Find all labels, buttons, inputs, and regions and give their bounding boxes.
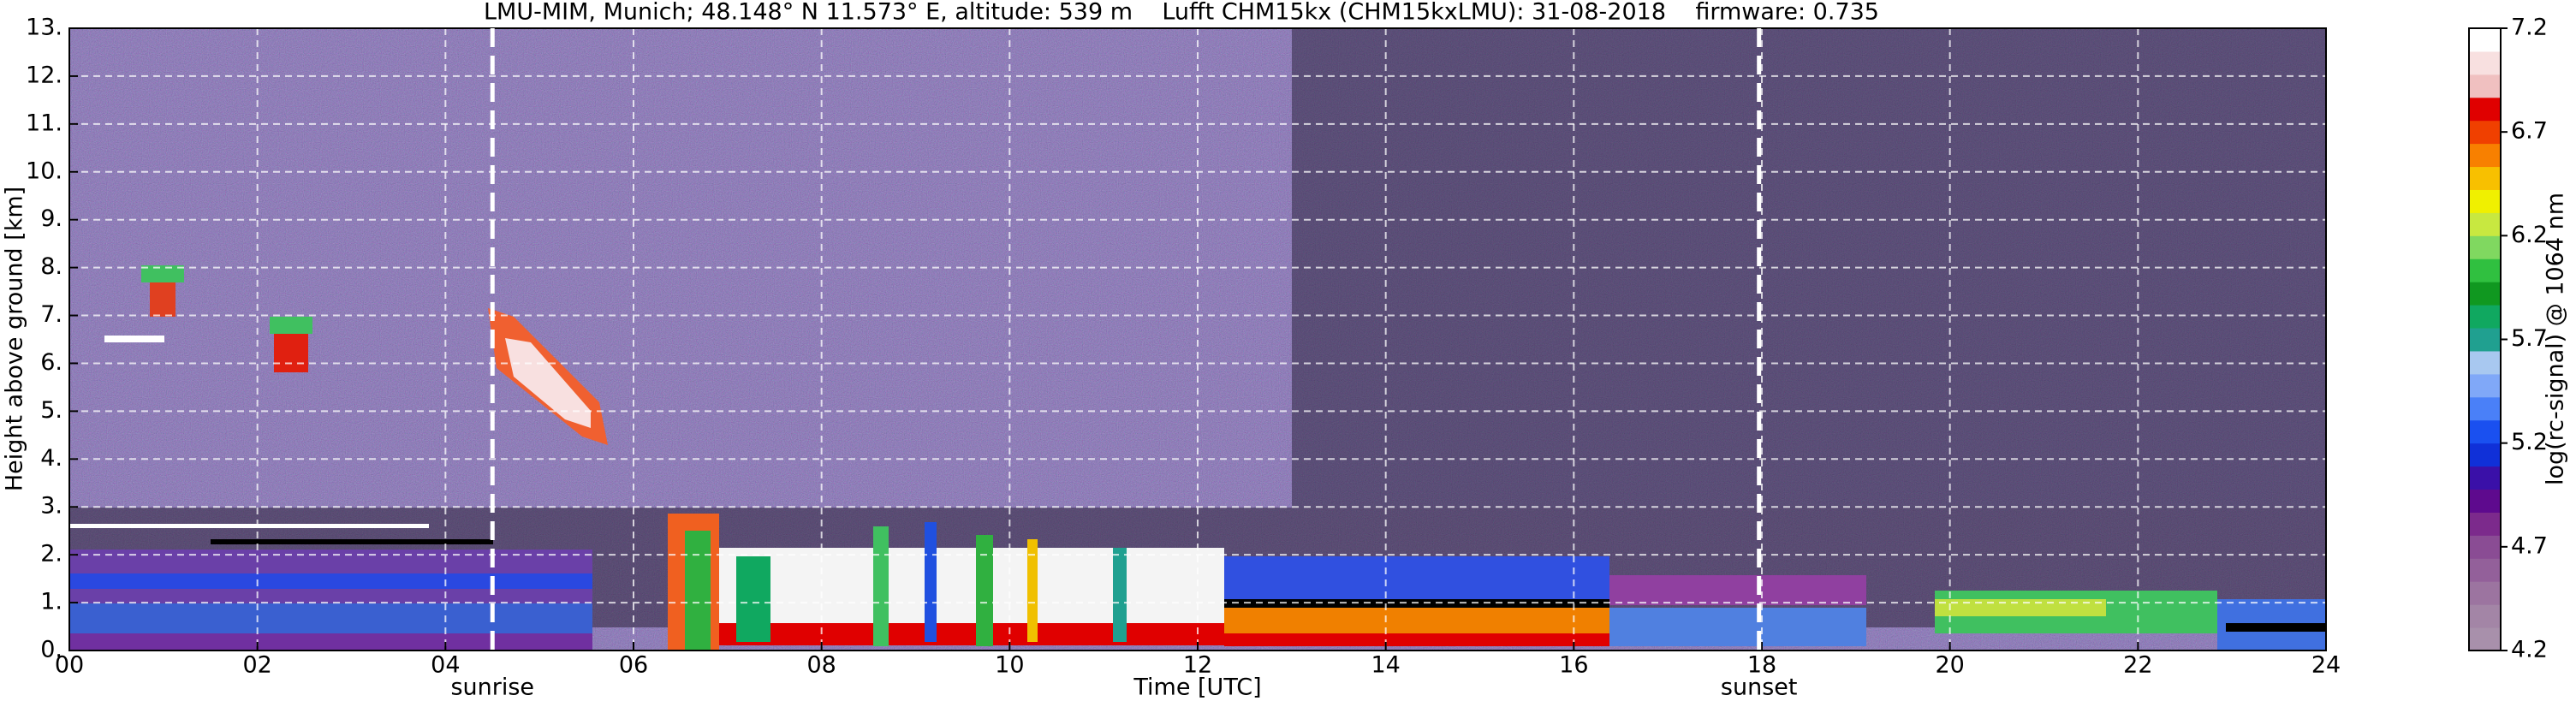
chart-layer: 0. 1. 2. 3. 4. 5. 6. 7. 8. 9. 10. 11. 12. 13. 00 02 04 06… [26, 15, 2548, 701]
y-tick-label: 1. [40, 589, 62, 615]
y-tick-label: 6. [40, 349, 62, 376]
x-tick-label: 18 [1747, 652, 1776, 679]
colorbar-tick-label: 6.7 [2511, 118, 2548, 145]
y-tick-label: 11. [26, 110, 62, 136]
x-tick-label: 16 [1559, 652, 1588, 679]
colorbar-swatch [2469, 282, 2501, 306]
colorbar-swatch [2469, 535, 2501, 559]
colorbar-tick-label: 4.2 [2511, 637, 2548, 663]
y-tick-label: 10. [26, 157, 62, 184]
colorbar-swatch [2469, 97, 2501, 122]
y-tick-label: 8. [40, 253, 62, 280]
x-tick-label: 14 [1371, 652, 1400, 679]
colorbar-swatch [2469, 328, 2501, 352]
colorbar-swatch [2469, 258, 2501, 282]
y-tick-label: 3. [40, 493, 62, 520]
colorbar-swatch [2469, 373, 2501, 398]
colorbar-swatch [2469, 604, 2501, 628]
y-tick-label: 13. [26, 15, 62, 41]
x-tick-label: 04 [431, 652, 460, 679]
colorbar-swatch [2469, 466, 2501, 490]
y-tick-label: 4. [40, 445, 62, 472]
colorbar-swatch [2469, 443, 2501, 467]
colorbar-swatch [2469, 512, 2501, 536]
colorbar-swatch [2469, 305, 2501, 329]
colorbar-swatch [2469, 558, 2501, 582]
colorbar-tick-label: 5.7 [2511, 325, 2548, 352]
y-tick-label: 5. [40, 397, 62, 424]
x-tick-label: 22 [2123, 652, 2152, 679]
colorbar-swatch [2469, 396, 2501, 421]
y-tick-label: 12. [26, 62, 62, 88]
colorbar-swatch [2469, 74, 2501, 98]
colorbar-swatch [2469, 350, 2501, 375]
annotation-label: sunset [1721, 674, 1798, 701]
colorbar-swatch [2469, 627, 2501, 651]
y-tick-label: 9. [40, 205, 62, 232]
y-tick-label: 7. [40, 301, 62, 328]
colorbar-tick-label: 6.2 [2511, 222, 2548, 248]
colorbar-swatch [2469, 50, 2501, 75]
colorbar-label: log(rc-signal) @ 1064 nm [2543, 193, 2569, 485]
x-tick-label: 10 [995, 652, 1024, 679]
x-axis-label: Time [UTC] [1133, 674, 1261, 701]
colorbar-swatch [2469, 166, 2501, 190]
x-tick-label: 08 [806, 652, 836, 679]
annotation-label: sunrise [450, 674, 534, 701]
chart-title: LMU-MIM, Munich; 48.148° N 11.573° E, al… [484, 0, 1879, 26]
y-tick-label: 0. [40, 637, 62, 663]
colorbar-swatch [2469, 235, 2501, 259]
colorbar-swatch [2469, 212, 2501, 236]
colorbar-tick-label: 4.7 [2511, 532, 2548, 559]
x-tick-label: 00 [55, 652, 84, 679]
x-tick-label: 12 [1183, 652, 1212, 679]
x-tick-label: 06 [619, 652, 648, 679]
x-tick-label: 20 [1935, 652, 1964, 679]
y-axis-label: Height above ground [km] [2, 187, 28, 491]
colorbar-swatch [2469, 419, 2501, 444]
colorbar-swatch [2469, 120, 2501, 145]
colorbar-tick-label: 7.2 [2511, 15, 2548, 41]
colorbar-swatch [2469, 581, 2501, 605]
y-tick-label: 2. [40, 541, 62, 567]
colorbar-swatch [2469, 143, 2501, 168]
x-tick-label: 02 [242, 652, 271, 679]
signal-image [69, 28, 2326, 651]
colorbar-swatch [2469, 489, 2501, 513]
colorbar-tick-label: 5.2 [2511, 429, 2548, 455]
colorbar-swatch [2469, 28, 2501, 52]
colorbar-swatch [2469, 189, 2501, 213]
plot-frame [68, 27, 2327, 651]
x-tick-label: 24 [2311, 652, 2341, 679]
